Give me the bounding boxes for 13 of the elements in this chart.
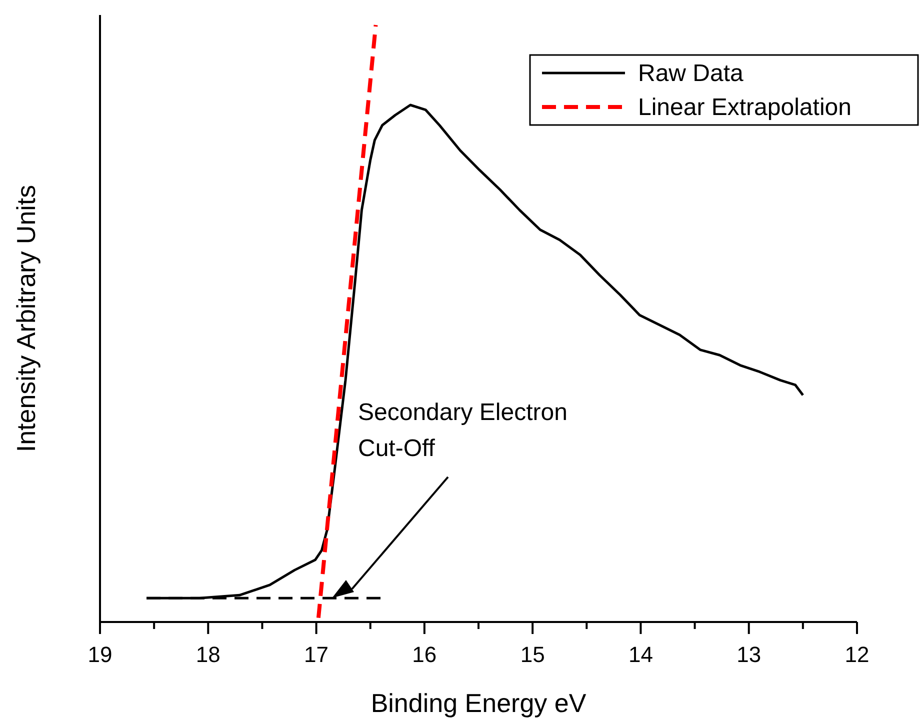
legend-label: Linear Extrapolation: [638, 94, 852, 121]
x-tick-label: 17: [304, 642, 329, 667]
x-tick-label: 15: [520, 642, 545, 667]
x-tick-label: 14: [628, 642, 653, 667]
x-axis-title: Binding Energy eV: [370, 688, 587, 718]
annotation: Secondary Electron Cut-Off: [358, 399, 568, 462]
x-tick-label: 19: [88, 642, 112, 667]
x-tick-label: 12: [844, 642, 870, 667]
x-tick-label: 18: [196, 642, 220, 667]
legend-label: Raw Data: [638, 60, 744, 87]
x-tick-label: 16: [412, 642, 437, 667]
y-axis-title: Intensity Arbitrary Units: [11, 184, 41, 452]
x-tick-label: 13: [736, 642, 762, 667]
